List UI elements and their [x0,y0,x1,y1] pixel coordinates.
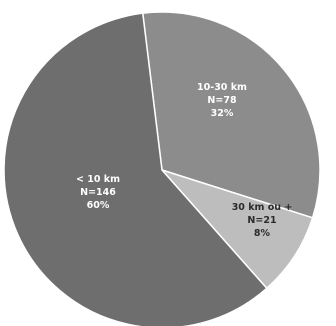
slice-count-0: N=78 [207,95,237,106]
slice-label-2: < 10 km N=146 60% [76,174,120,211]
slice-category-1: 30 km ou + [232,202,293,213]
slice-percent-0: 32% [211,108,234,119]
slice-category-0: 10-30 km [197,82,247,93]
slice-label-1: 30 km ou + N=21 8% [232,202,293,239]
slice-count-1: N=21 [247,215,276,226]
slice-percent-1: 8% [254,228,271,239]
slice-category-2: < 10 km [76,174,120,185]
pie-labels: 10-30 km N=78 32% 30 km ou + N=21 8% < 10 km N=… [76,82,292,239]
slice-percent-2: 60% [87,200,110,211]
pie-slice-2 [3,12,268,326]
slice-count-2: N=146 [80,187,116,198]
slice-label-0: 10-30 km N=78 32% [197,82,247,119]
pie-slices [3,11,321,326]
pie-slice-0 [141,11,321,219]
pie-slice-1 [159,168,314,290]
